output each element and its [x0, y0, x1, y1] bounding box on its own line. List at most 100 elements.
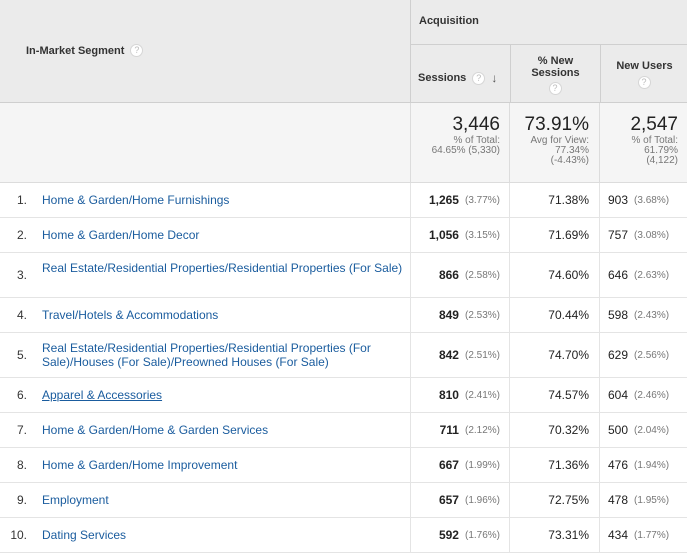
help-icon[interactable]: ? [548, 82, 562, 95]
sessions-value: 842 [438, 348, 459, 362]
new-users-value: 646 [608, 268, 629, 282]
segment-header-label: In-Market Segment [26, 44, 125, 57]
segment-link[interactable]: Dating Services [42, 528, 127, 542]
help-icon[interactable]: ? [472, 71, 486, 85]
new-sessions-value: 74.70% [548, 348, 589, 362]
sessions-pct: (2.58%) [464, 269, 500, 281]
sessions-cell: 1,056 (3.15%) [410, 218, 509, 252]
row-number: 2. [16, 228, 27, 242]
new-users-column-header[interactable]: New Users ? [600, 45, 687, 103]
new-sessions-value: 72.75% [548, 493, 589, 507]
new-sessions-total-value: 73.91% [524, 114, 589, 135]
sessions-cell: 849 (2.53%) [410, 298, 509, 332]
new-users-pct: (1.95%) [634, 494, 670, 506]
new-sessions-column-header[interactable]: % New Sessions ? [510, 45, 600, 103]
new-sessions-cell: 72.75% [509, 483, 599, 517]
row-number: 7. [16, 423, 27, 437]
sessions-pct: (1.99%) [464, 459, 500, 471]
help-icon[interactable]: ? [130, 44, 144, 57]
new-users-cell: 604 (2.46%) [599, 378, 687, 412]
row-number: 5. [16, 348, 27, 362]
new-users-pct: (3.68%) [634, 194, 670, 206]
new-sessions-cell: 71.69% [509, 218, 599, 252]
segment-link[interactable]: Travel/Hotels & Accommodations [42, 308, 219, 322]
sessions-pct: (2.53%) [464, 309, 500, 321]
acquisition-group-header: Acquisition Sessions ? ↓ % New Sessions … [410, 0, 687, 103]
segment-link[interactable]: Home & Garden/Home Furnishings [42, 193, 230, 207]
new-sessions-header-line1: % New [537, 55, 574, 67]
table-row: 1. Home & Garden/Home Furnishings 1,265 (… [0, 183, 687, 218]
new-users-value: 500 [608, 423, 629, 437]
table-row: 3. Real Estate/Residential Properties/Re… [0, 253, 687, 298]
row-number: 1. [16, 193, 27, 207]
new-users-value: 604 [608, 388, 629, 402]
table-row: 10. Dating Services 592 (1.76%) 73.31% 43… [0, 518, 687, 553]
new-sessions-cell: 70.44% [509, 298, 599, 332]
new-users-value: 629 [608, 348, 629, 362]
new-sessions-cell: 73.31% [509, 518, 599, 552]
row-number: 4. [16, 308, 27, 322]
segment-link[interactable]: Real Estate/Residential Properties/Resid… [42, 261, 403, 275]
segment-link[interactable]: Employment [42, 493, 109, 507]
sessions-value: 810 [438, 388, 459, 402]
new-sessions-total-line2: 77.34% [555, 145, 589, 156]
new-users-value: 478 [608, 493, 629, 507]
new-users-pct: (2.63%) [634, 269, 670, 281]
new-sessions-total: 73.91% Avg for View: 77.34% (-4.43%) [509, 103, 599, 183]
sessions-cell: 866 (2.58%) [410, 253, 509, 297]
new-sessions-cell: 74.70% [509, 333, 599, 377]
segment-link[interactable]: Home & Garden/Home Decor [42, 228, 200, 242]
new-users-value: 598 [608, 308, 629, 322]
new-users-value: 434 [608, 528, 629, 542]
header-divider [411, 44, 687, 45]
table-row: 5. Real Estate/Residential Properties/Re… [0, 333, 687, 378]
sessions-cell: 842 (2.51%) [410, 333, 509, 377]
sessions-value: 866 [438, 268, 459, 282]
new-users-total-line2: 61.79% [644, 145, 678, 156]
new-users-total-line3: (4,122) [646, 155, 678, 166]
table-row: 4. Travel/Hotels & Accommodations 849 (2.… [0, 298, 687, 333]
new-users-value: 757 [608, 228, 629, 242]
new-sessions-value: 74.60% [548, 268, 589, 282]
row-number: 6. [16, 388, 27, 402]
sessions-total: 3,446 % of Total: 64.65% (5,330) [410, 103, 509, 183]
sessions-pct: (3.77%) [464, 194, 500, 206]
row-number: 9. [16, 493, 27, 507]
table-row: 8. Home & Garden/Home Improvement 667 (1.… [0, 448, 687, 483]
segment-header-label-wrap: In-Market Segment ? [26, 44, 144, 57]
new-users-pct: (2.04%) [634, 424, 670, 436]
totals-row: 3,446 % of Total: 64.65% (5,330) 73.91% … [0, 103, 687, 183]
segment-link[interactable]: Home & Garden/Home & Garden Services [42, 423, 269, 437]
new-users-total-value: 2,547 [630, 114, 678, 135]
new-sessions-value: 70.32% [548, 423, 589, 437]
new-users-cell: 757 (3.08%) [599, 218, 687, 252]
sessions-pct: (2.41%) [464, 389, 500, 401]
new-users-cell: 629 (2.56%) [599, 333, 687, 377]
new-sessions-cell: 71.36% [509, 448, 599, 482]
sessions-total-value: 3,446 [452, 114, 500, 135]
row-number: 3. [16, 268, 27, 282]
sessions-pct: (2.51%) [464, 349, 500, 361]
sessions-pct: (1.96%) [464, 494, 500, 506]
sort-descending-icon[interactable]: ↓ [491, 71, 498, 85]
table-row: 2. Home & Garden/Home Decor 1,056 (3.15%)… [0, 218, 687, 253]
new-users-pct: (3.08%) [634, 229, 670, 241]
sessions-column-header[interactable]: Sessions ? ↓ [411, 45, 510, 103]
new-sessions-value: 70.44% [548, 308, 589, 322]
segment-link[interactable]: Real Estate/Residential Properties/Resid… [42, 341, 371, 369]
new-sessions-value: 74.57% [548, 388, 589, 402]
sessions-cell: 657 (1.96%) [410, 483, 509, 517]
new-users-pct: (1.77%) [634, 529, 670, 541]
segment-link[interactable]: Apparel & Accessories [42, 388, 163, 402]
sessions-total-line1: % of Total: [453, 135, 500, 146]
help-icon[interactable]: ? [637, 76, 651, 89]
segment-column-header[interactable]: In-Market Segment ? [0, 0, 410, 103]
sessions-cell: 667 (1.99%) [410, 448, 509, 482]
new-sessions-cell: 74.60% [509, 253, 599, 297]
sessions-cell: 1,265 (3.77%) [410, 183, 509, 217]
sessions-value: 849 [438, 308, 459, 322]
sessions-header-label: Sessions [418, 72, 467, 84]
new-users-cell: 500 (2.04%) [599, 413, 687, 447]
segment-link[interactable]: Home & Garden/Home Improvement [42, 458, 238, 472]
new-users-cell: 478 (1.95%) [599, 483, 687, 517]
